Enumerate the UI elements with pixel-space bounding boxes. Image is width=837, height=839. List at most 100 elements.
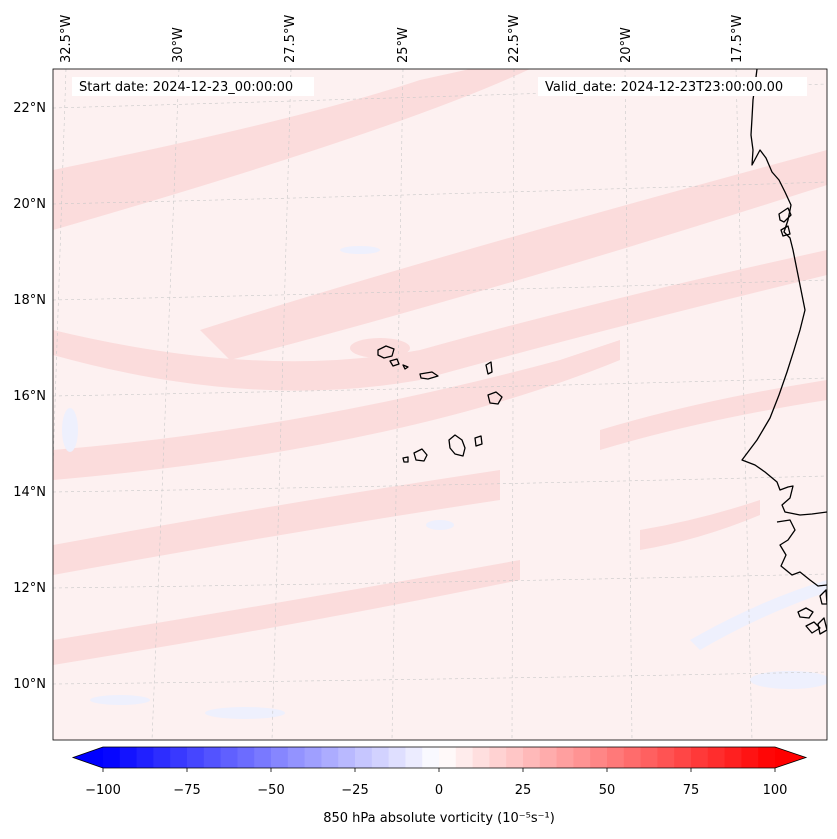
island-santo-antao bbox=[377, 345, 395, 359]
island-boa-vista bbox=[487, 391, 503, 405]
colorbar-cell bbox=[741, 747, 759, 768]
start-date-box bbox=[72, 77, 314, 96]
colorbar-low-extend bbox=[73, 747, 103, 768]
colorbar-cell bbox=[556, 747, 574, 768]
colorbar-cell bbox=[355, 747, 373, 768]
valid-date-box bbox=[538, 77, 807, 96]
colorbar-tick-label: 75 bbox=[683, 783, 700, 798]
island-coast bbox=[797, 607, 814, 619]
island-coast bbox=[805, 621, 821, 634]
vorticity-negative-patch bbox=[690, 580, 827, 650]
colorbar-cell bbox=[691, 747, 709, 768]
parallel-line bbox=[53, 181, 827, 205]
colorbar-cell bbox=[607, 747, 625, 768]
map-gridlines bbox=[53, 69, 827, 740]
vorticity-band bbox=[53, 250, 827, 391]
colorbar-cell bbox=[489, 747, 507, 768]
lat-label: 14°N bbox=[13, 485, 46, 500]
colorbar-cell bbox=[623, 747, 642, 768]
colorbar-tick-label: 0 bbox=[435, 783, 443, 798]
vorticity-band bbox=[350, 338, 410, 358]
meridian-line bbox=[511, 69, 515, 740]
colorbar-cell bbox=[439, 747, 457, 768]
vorticity-band bbox=[600, 380, 827, 450]
meridian-line bbox=[271, 69, 292, 740]
colorbar-cell bbox=[220, 747, 238, 768]
vorticity-negative-patch bbox=[750, 671, 827, 689]
island-sao-vicente bbox=[389, 358, 400, 367]
colorbar-cell bbox=[388, 747, 406, 768]
lon-label: 25°W bbox=[396, 27, 411, 63]
colorbar-cell bbox=[170, 747, 188, 768]
vorticity-negative-patch bbox=[62, 408, 78, 452]
colorbar-cell bbox=[573, 747, 591, 768]
map-panel: Start date: 2024-12-23_00:00:00 Valid_da… bbox=[13, 15, 828, 741]
colorbar-cell bbox=[103, 747, 121, 768]
longitude-labels: 32.5°W 30°W 27.5°W 25°W 22.5°W 20°W 17.5… bbox=[59, 15, 745, 63]
colorbar-cell bbox=[271, 747, 289, 768]
colorbar-tick-label: −75 bbox=[173, 783, 200, 798]
meridian-line bbox=[624, 69, 633, 740]
valid-date-label: Valid_date: 2024-12-23T23:00:00.00 bbox=[545, 80, 783, 95]
africa-coastline bbox=[741, 69, 827, 516]
island-brava bbox=[402, 456, 409, 463]
lat-label: 12°N bbox=[13, 581, 46, 596]
colorbar-cell bbox=[119, 747, 138, 768]
colorbar-cell bbox=[153, 747, 171, 768]
colorbar-cell bbox=[321, 747, 339, 768]
colorbar-high-extend bbox=[775, 747, 806, 768]
island-santiago bbox=[448, 434, 466, 457]
island-maio bbox=[474, 435, 483, 447]
colorbar-tick-label: 100 bbox=[763, 783, 788, 798]
map-frame bbox=[52, 68, 828, 741]
colorbar-cell bbox=[287, 747, 306, 768]
colorbar-tick-label: −100 bbox=[85, 783, 121, 798]
island-coast bbox=[780, 225, 791, 237]
vorticity-negative-patch bbox=[205, 707, 285, 719]
lat-label: 20°N bbox=[13, 197, 46, 212]
colorbar-cell bbox=[758, 747, 776, 768]
colorbar-cell bbox=[707, 747, 726, 768]
lon-label: 17.5°W bbox=[730, 15, 745, 63]
lon-label: 27.5°W bbox=[283, 15, 298, 63]
vorticity-band bbox=[53, 560, 520, 665]
colorbar-cell bbox=[506, 747, 524, 768]
parallel-line bbox=[53, 573, 827, 589]
africa-coastline bbox=[776, 519, 827, 587]
colorbar-cell bbox=[371, 747, 390, 768]
colorbar-tick-label: −50 bbox=[257, 783, 284, 798]
island-sao-nicolau bbox=[419, 371, 439, 380]
colorbar: −100 −75 −50 −25 0 25 50 75 100 850 hPa absolute… bbox=[71, 746, 808, 826]
vorticity-negative-patch bbox=[426, 520, 454, 530]
meridian-line bbox=[735, 69, 753, 740]
coastline bbox=[377, 69, 827, 635]
colorbar-cell bbox=[724, 747, 742, 768]
lat-label: 18°N bbox=[13, 293, 46, 308]
lat-label: 22°N bbox=[13, 101, 46, 116]
colorbar-tick-label: 25 bbox=[515, 783, 532, 798]
island-sal bbox=[485, 361, 493, 375]
colorbar-cell bbox=[304, 747, 322, 768]
lon-label: 32.5°W bbox=[59, 15, 74, 63]
vorticity-band bbox=[53, 69, 530, 230]
parallel-line bbox=[53, 83, 827, 109]
colorbar-cell bbox=[237, 747, 255, 768]
island-coast bbox=[819, 589, 827, 605]
colorbar-cell bbox=[187, 747, 205, 768]
colorbar-cell bbox=[136, 747, 154, 768]
colorbar-ticks: −100 −75 −50 −25 0 25 50 75 100 bbox=[85, 768, 787, 798]
lat-label: 16°N bbox=[13, 389, 46, 404]
vorticity-negative-patch bbox=[90, 695, 150, 705]
colorbar-cell bbox=[523, 747, 541, 768]
colorbar-cell bbox=[422, 747, 440, 768]
colorbar-cell bbox=[640, 747, 658, 768]
lat-label: 10°N bbox=[13, 677, 46, 692]
latitude-labels: 22°N 20°N 18°N 16°N 14°N 12°N 10°N bbox=[13, 101, 46, 692]
lon-label: 22.5°W bbox=[507, 15, 522, 63]
vorticity-band bbox=[53, 470, 500, 575]
island-coast bbox=[778, 207, 792, 223]
colorbar-cell bbox=[590, 747, 608, 768]
meridian-line bbox=[151, 69, 180, 740]
parallel-line bbox=[53, 279, 827, 301]
colorbar-tick-label: −25 bbox=[341, 783, 368, 798]
